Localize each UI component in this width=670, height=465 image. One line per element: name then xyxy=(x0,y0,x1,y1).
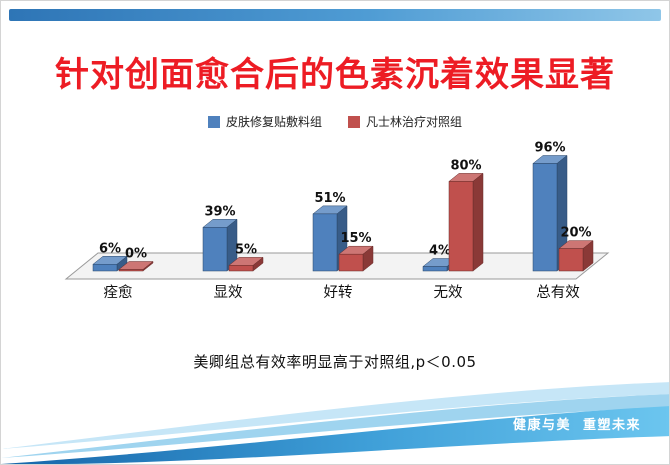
svg-text:4%: 4% xyxy=(429,244,451,259)
legend-swatch-series2 xyxy=(348,115,360,128)
chart-legend: 皮肤修复贴敷料组 凡士林治疗对照组 xyxy=(1,113,669,130)
svg-text:痊愈: 痊愈 xyxy=(104,284,133,301)
legend-label-series2: 凡士林治疗对照组 xyxy=(366,115,463,129)
slide-title: 针对创面愈合后的色素沉着效果显著 xyxy=(55,55,615,95)
top-accent-bar xyxy=(9,9,661,21)
svg-text:15%: 15% xyxy=(340,231,371,246)
chart-caption: 美卿组总有效率明显高于对照组,p＜0.05 xyxy=(193,353,477,371)
chart-canvas: 6% 0% 痊愈 39% 5% 显效 51% 15% 好转 4% 80% 无效 96% 20% 总有效 xyxy=(64,140,610,301)
legend-item-series2: 凡士林治疗对照组 xyxy=(348,113,462,130)
svg-text:显效: 显效 xyxy=(214,284,243,301)
svg-text:96%: 96% xyxy=(534,140,565,155)
bar-chart: 6% 0% 痊愈 39% 5% 显效 51% 15% 好转 4% 80% 无效 96% 20% 总有效 xyxy=(56,131,616,309)
legend-item-series1: 皮肤修复贴敷料组 xyxy=(207,113,322,130)
svg-text:6%: 6% xyxy=(99,241,121,256)
legend-swatch-series1 xyxy=(207,115,220,128)
wave-crescent-medium xyxy=(1,394,669,458)
wave-crescent-light xyxy=(1,382,669,449)
svg-text:0%: 0% xyxy=(125,247,147,262)
svg-text:51%: 51% xyxy=(314,191,345,206)
svg-text:好转: 好转 xyxy=(324,284,353,301)
footer-wave-decoration xyxy=(1,382,669,464)
svg-text:总有效: 总有效 xyxy=(536,284,580,301)
footer-tagline: 健康与美 重塑未来 xyxy=(512,418,641,433)
svg-text:5%: 5% xyxy=(235,242,257,257)
legend-label-series1: 皮肤修复贴敷料组 xyxy=(225,115,322,129)
wave-band-gradient xyxy=(1,406,669,464)
svg-text:20%: 20% xyxy=(560,226,591,241)
svg-text:80%: 80% xyxy=(450,158,481,173)
svg-text:39%: 39% xyxy=(204,204,235,219)
svg-text:无效: 无效 xyxy=(434,284,463,301)
